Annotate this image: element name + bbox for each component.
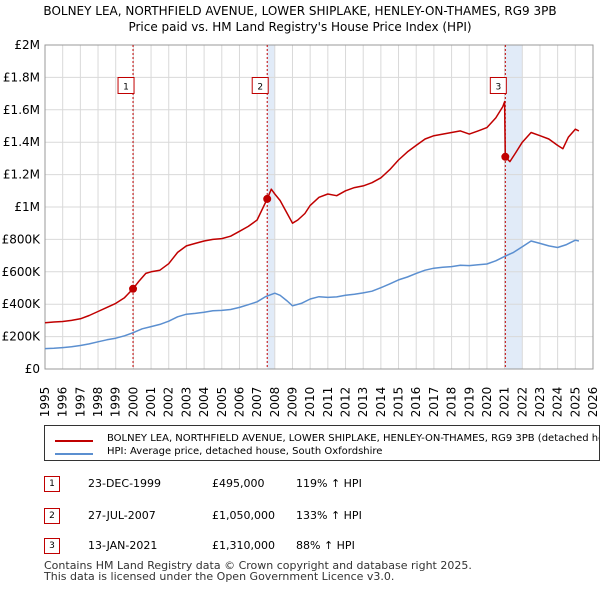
x-tick-label: 2014 — [374, 387, 388, 418]
sale-date: 13-JAN-2021 — [88, 539, 158, 552]
x-tick-label: 1996 — [56, 387, 70, 418]
legend-label-hpi: HPI: Average price, detached house, Sout… — [107, 446, 383, 457]
sale-row: 1 23-DEC-1999 £495,000 119% ↑ HPI — [44, 474, 374, 494]
sale-date: 27-JUL-2007 — [88, 509, 156, 522]
y-tick-label: £0 — [25, 362, 40, 376]
x-tick-label: 1995 — [38, 387, 52, 418]
sale-number-badge: 2 — [44, 508, 60, 524]
sale-hpi-change: 88% ↑ HPI — [296, 539, 355, 552]
x-tick-label: 2005 — [215, 387, 229, 418]
sale-annotation-box — [251, 77, 269, 94]
sale-row: 3 13-JAN-2021 £1,310,000 88% ↑ HPI — [44, 536, 374, 556]
hpi-line — [44, 239, 580, 350]
y-tick-label: £200K — [2, 330, 42, 344]
y-tick-label: £800K — [2, 232, 42, 246]
x-tick-label: 2013 — [356, 387, 370, 418]
x-tick-label: 2015 — [392, 387, 406, 418]
plot-frame — [44, 44, 594, 370]
sale-number-badge: 1 — [44, 476, 60, 492]
sale-row: 2 27-JUL-2007 £1,050,000 133% ↑ HPI — [44, 506, 374, 526]
footer-line-licence: This data is licensed under the Open Gov… — [44, 570, 395, 583]
x-tick-label: 2007 — [250, 387, 264, 418]
x-tick-label: 2004 — [197, 387, 211, 418]
y-tick-label: £2M — [14, 38, 40, 52]
sale-point — [501, 152, 510, 161]
chart-title: BOLNEY LEA, NORTHFIELD AVENUE, LOWER SHI… — [43, 4, 556, 18]
sale-annotation-label: 1 — [123, 83, 129, 93]
x-tick-label: 2016 — [409, 387, 423, 418]
sale-price: £495,000 — [212, 477, 265, 490]
footer-attribution: Contains HM Land Registry data © Crown c… — [44, 560, 472, 582]
y-tick-label: £1M — [14, 200, 40, 214]
sale-price: £1,050,000 — [212, 509, 275, 522]
x-tick-label: 2020 — [480, 387, 494, 418]
legend-swatch-property — [55, 440, 93, 442]
x-tick-label: 2009 — [285, 387, 299, 418]
y-tick-label: £600K — [2, 265, 42, 279]
y-tick-label: £1.4M — [3, 135, 40, 149]
sale-annotation-box — [489, 77, 507, 94]
sale-price: £1,310,000 — [212, 539, 275, 552]
x-tick-label: 2012 — [339, 387, 353, 418]
x-tick-label: 2008 — [268, 387, 282, 418]
legend-item-hpi: HPI: Average price, detached house, Sout… — [55, 445, 599, 460]
chart-subtitle: Price paid vs. HM Land Registry's House … — [128, 20, 471, 34]
x-tick-label: 2026 — [586, 387, 600, 418]
sale-annotation-label: 3 — [495, 83, 501, 93]
legend-item-property: BOLNEY LEA, NORTHFIELD AVENUE, LOWER SHI… — [55, 432, 600, 450]
sale-point — [263, 194, 272, 203]
x-tick-label: 2003 — [179, 387, 193, 418]
x-tick-label: 1998 — [91, 387, 105, 418]
y-tick-label: £1.8M — [3, 70, 40, 84]
y-tick-label: £1.6M — [3, 103, 40, 117]
legend: BOLNEY LEA, NORTHFIELD AVENUE, LOWER SHI… — [44, 425, 600, 461]
legend-label-property: BOLNEY LEA, NORTHFIELD AVENUE, LOWER SHI… — [107, 433, 600, 444]
x-tick-label: 2017 — [427, 387, 441, 418]
x-tick-label: 2021 — [498, 387, 512, 418]
x-tick-label: 2018 — [445, 387, 459, 418]
sale-hpi-change: 119% ↑ HPI — [296, 477, 362, 490]
x-tick-label: 2002 — [162, 387, 176, 418]
x-tick-label: 2022 — [515, 387, 529, 418]
x-tick-label: 2019 — [462, 387, 476, 418]
x-tick-label: 2010 — [303, 387, 317, 418]
x-tick-label: 2023 — [533, 387, 547, 418]
sale-number-badge: 3 — [44, 538, 60, 554]
footer-line-copyright: Contains HM Land Registry data © Crown c… — [44, 559, 472, 572]
legend-swatch-hpi — [55, 453, 93, 455]
x-tick-label: 2000 — [126, 387, 140, 418]
plot-area: 1 2 3 £0 £200K £400K £600K £800K £1M £1.2M £1.4M £1… — [2, 38, 600, 417]
price-paid-line — [44, 100, 580, 324]
sale-annotation-box — [117, 77, 135, 94]
sale-hpi-change: 133% ↑ HPI — [296, 509, 362, 522]
x-tick-label: 2024 — [551, 387, 565, 418]
sale-date: 23-DEC-1999 — [88, 477, 162, 490]
y-tick-label: £400K — [2, 297, 42, 311]
x-tick-label: 2006 — [232, 387, 246, 418]
x-tick-label: 1997 — [73, 387, 87, 418]
sale-point — [129, 284, 138, 293]
y-tick-label: £1.2M — [3, 168, 40, 182]
x-tick-label: 1999 — [109, 387, 123, 418]
x-tick-label: 2011 — [321, 387, 335, 418]
price-chart: BOLNEY LEA, NORTHFIELD AVENUE, LOWER SHI… — [2, 4, 600, 417]
x-tick-label: 2001 — [144, 387, 158, 418]
x-tick-label: 2025 — [568, 387, 582, 418]
sale-annotation-label: 2 — [257, 83, 263, 93]
